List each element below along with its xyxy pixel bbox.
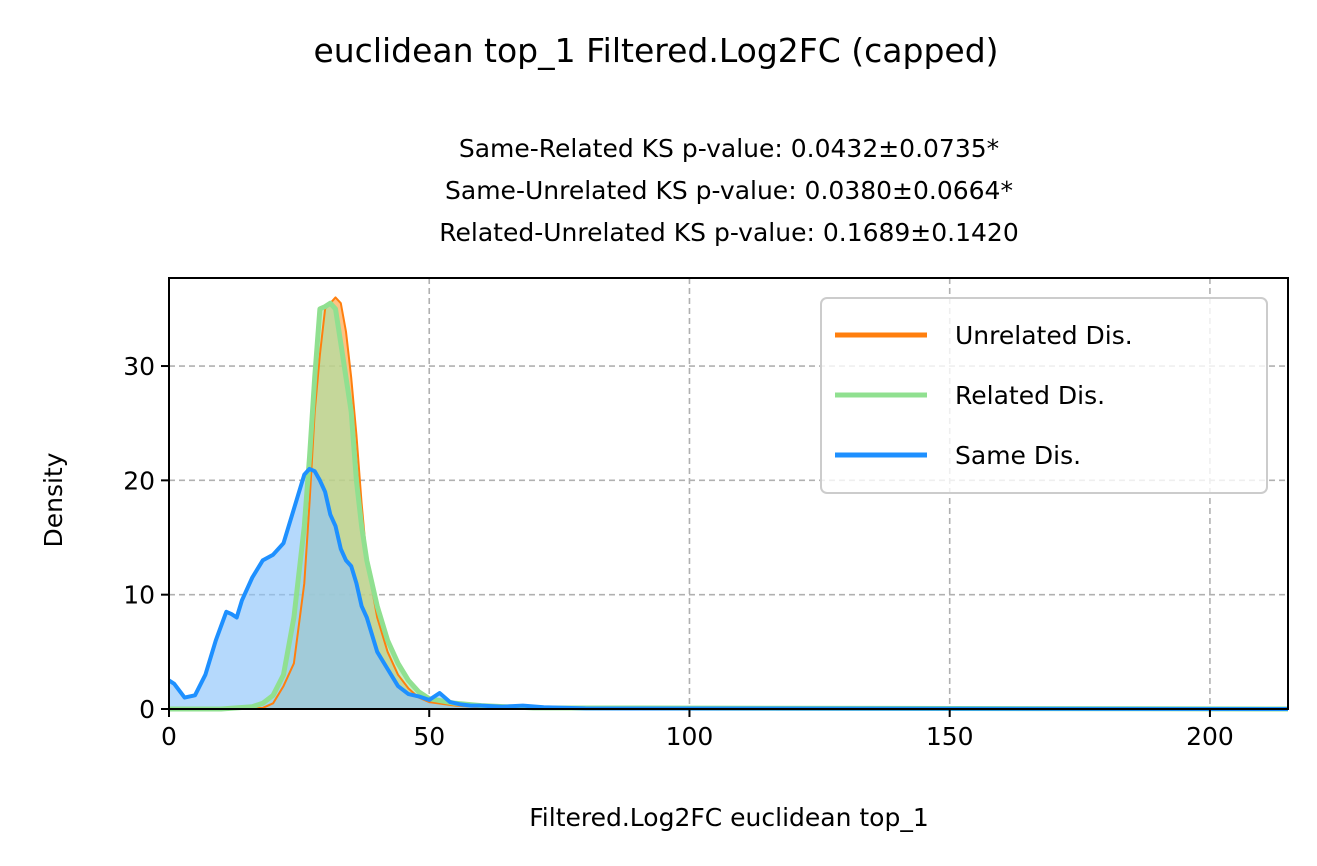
- y-tick-label: 0: [139, 695, 155, 724]
- subtitle-line-2: Same-Unrelated KS p-value: 0.0380±0.0664…: [445, 176, 1013, 205]
- plot-area: 0 50 100 150 200 0 10 20 30: [123, 277, 1289, 751]
- x-axis-ticks: 0 50 100 150 200: [161, 709, 1234, 751]
- x-tick-label: 0: [161, 722, 177, 751]
- axes-frame: [168, 277, 1289, 710]
- y-tick-label: 20: [123, 466, 155, 495]
- line-related-dis: [169, 300, 1289, 712]
- x-axis-label: Filtered.Log2FC euclidean top_1: [529, 803, 929, 832]
- x-tick-label: 50: [413, 722, 445, 751]
- y-tick-label: 10: [123, 581, 155, 610]
- legend-label-unrelated-dis: Unrelated Dis.: [955, 321, 1133, 350]
- legend: Unrelated Dis. Related Dis. Same Dis.: [820, 297, 1268, 494]
- chart-title: euclidean top_1 Filtered.Log2FC (capped): [313, 31, 998, 70]
- subtitle-line-3: Related-Unrelated KS p-value: 0.1689±0.1…: [439, 218, 1018, 247]
- x-tick-label: 150: [926, 722, 974, 751]
- y-tick-label: 30: [123, 352, 155, 381]
- legend-label-related-dis: Related Dis.: [955, 381, 1105, 410]
- legend-box: [820, 297, 1268, 494]
- subtitle-line-1: Same-Related KS p-value: 0.0432±0.0735*: [459, 134, 999, 163]
- x-tick-label: 100: [666, 722, 714, 751]
- line-same-dis: [167, 466, 1289, 711]
- y-axis-label: Density: [39, 452, 68, 547]
- y-axis-ticks: 0 10 20 30: [123, 352, 169, 724]
- legend-label-same-dis: Same Dis.: [955, 441, 1081, 470]
- x-tick-label: 200: [1186, 722, 1234, 751]
- series-lines: [167, 296, 1289, 712]
